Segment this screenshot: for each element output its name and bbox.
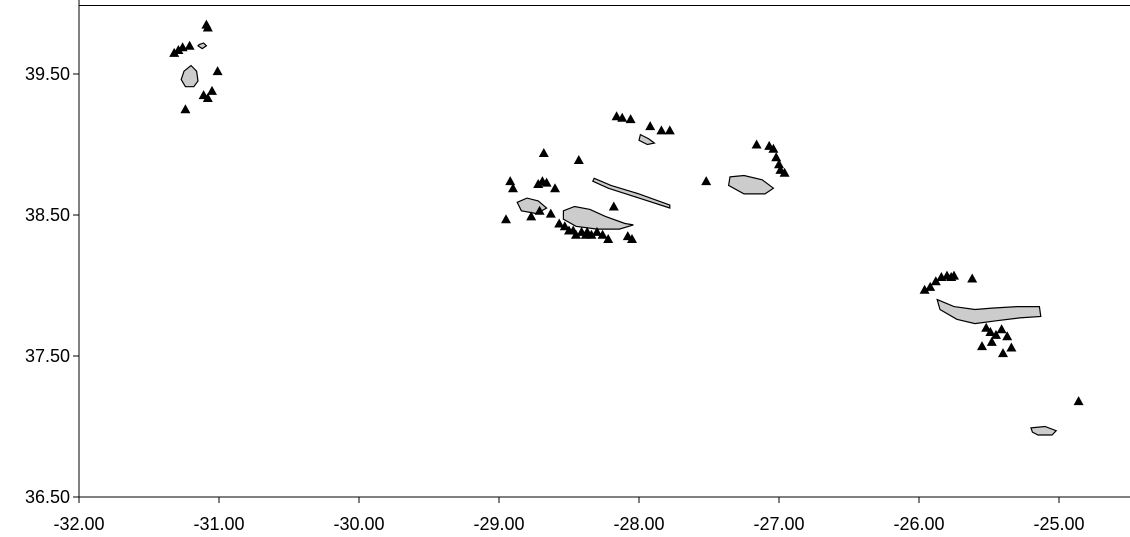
triangle-marker bbox=[550, 183, 560, 193]
triangle-marker bbox=[592, 226, 602, 236]
triangle-marker bbox=[949, 270, 959, 280]
island-shape bbox=[180, 64, 199, 88]
triangle-marker bbox=[1002, 331, 1013, 341]
triangle-marker bbox=[538, 147, 549, 157]
x-tick-label: -31.00 bbox=[193, 514, 244, 534]
triangle-marker bbox=[533, 178, 544, 188]
triangle-marker bbox=[664, 125, 675, 135]
x-tick-label: -30.00 bbox=[333, 514, 384, 534]
triangle-marker bbox=[779, 167, 790, 177]
triangle-marker bbox=[919, 284, 930, 294]
x-tick-label: -27.00 bbox=[753, 514, 804, 534]
triangle-marker bbox=[627, 233, 637, 243]
triangle-marker bbox=[568, 225, 579, 235]
triangle-marker bbox=[981, 322, 992, 332]
triangle-marker bbox=[771, 152, 782, 162]
triangle-marker bbox=[169, 47, 180, 57]
x-tick-label: -32.00 bbox=[53, 514, 104, 534]
y-tick-label: 37.50 bbox=[25, 346, 70, 366]
triangle-marker bbox=[608, 201, 619, 211]
x-tick-label: -26.00 bbox=[893, 514, 944, 534]
triangle-marker bbox=[541, 177, 552, 187]
triangle-marker bbox=[603, 233, 614, 243]
y-axis-ticks: 39.50 38.50 37.50 36.50 bbox=[25, 64, 79, 507]
triangle-marker bbox=[202, 22, 213, 32]
island-shape bbox=[197, 42, 208, 50]
triangle-marker bbox=[184, 40, 195, 50]
y-tick-label: 39.50 bbox=[25, 64, 70, 84]
island-shape bbox=[638, 133, 656, 146]
triangle-marker bbox=[202, 92, 213, 102]
triangle-marker bbox=[526, 211, 537, 221]
triangle-marker bbox=[986, 336, 997, 346]
triangle-marker bbox=[180, 104, 191, 114]
triangle-marker bbox=[508, 183, 518, 193]
triangle-marker bbox=[534, 205, 545, 215]
triangle-marker bbox=[998, 348, 1008, 358]
triangle-marker bbox=[656, 125, 667, 135]
triangle-marker bbox=[774, 159, 784, 169]
triangle-marker bbox=[617, 112, 628, 122]
x-tick-label: -29.00 bbox=[473, 514, 524, 534]
triangle-marker bbox=[967, 273, 978, 283]
triangle-marker bbox=[996, 324, 1007, 334]
triangle-marker bbox=[1073, 396, 1084, 406]
island-shape bbox=[1030, 425, 1058, 436]
triangle-marker bbox=[930, 276, 941, 286]
triangle-marker bbox=[173, 45, 184, 55]
x-tick-label: -25.00 bbox=[1033, 514, 1084, 534]
triangle-marker bbox=[925, 281, 936, 291]
markers-layer bbox=[169, 19, 1084, 406]
triangle-marker bbox=[573, 155, 584, 165]
triangle-marker bbox=[645, 121, 656, 131]
triangle-marker bbox=[505, 176, 516, 186]
triangle-marker bbox=[611, 111, 622, 121]
triangle-marker bbox=[701, 176, 712, 186]
triangle-marker bbox=[625, 114, 636, 124]
triangle-marker bbox=[977, 341, 987, 351]
triangle-marker bbox=[207, 85, 217, 95]
triangle-marker bbox=[586, 229, 597, 239]
islands-layer bbox=[180, 42, 1058, 436]
island-shape bbox=[562, 205, 634, 230]
triangle-marker bbox=[1006, 342, 1017, 352]
triangle-marker bbox=[582, 226, 593, 236]
triangle-marker bbox=[751, 139, 762, 149]
y-tick-label: 38.50 bbox=[25, 205, 70, 225]
triangle-marker bbox=[991, 329, 1001, 339]
y-tick-label: 36.50 bbox=[25, 487, 70, 507]
triangle-marker bbox=[559, 221, 570, 231]
island-shape bbox=[727, 174, 775, 195]
triangle-marker bbox=[501, 214, 511, 224]
triangle-marker bbox=[768, 143, 779, 153]
island-shape bbox=[936, 298, 1042, 325]
x-tick-label: -28.00 bbox=[613, 514, 664, 534]
island-shape bbox=[591, 177, 671, 209]
triangle-marker bbox=[545, 208, 556, 218]
triangle-marker bbox=[212, 66, 223, 76]
triangle-marker bbox=[985, 327, 996, 337]
triangle-marker bbox=[597, 229, 608, 239]
x-axis-ticks: -32.00 -31.00 -30.00 -29.00 -28.00 -27.00 -26.… bbox=[53, 497, 1085, 534]
triangle-marker bbox=[554, 218, 565, 228]
